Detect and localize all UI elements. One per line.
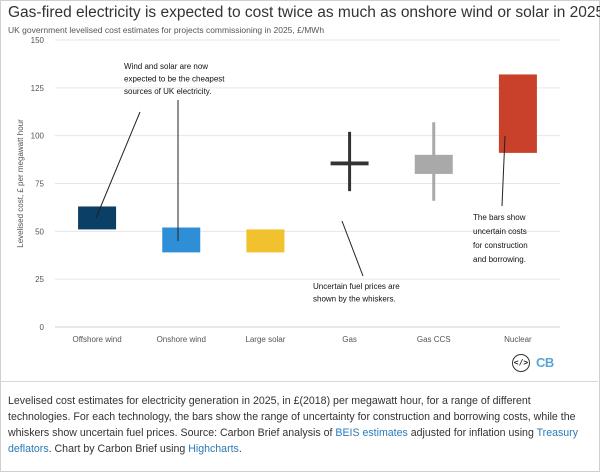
annotation-bars: uncertain costs	[473, 227, 527, 236]
beis-estimates-link[interactable]: BEIS estimates	[335, 427, 408, 439]
treasury-deflators-link[interactable]: Treasury deflators	[8, 427, 578, 455]
y-tick-label: 150	[31, 36, 45, 45]
annotation-wind-solar: Wind and solar are now	[124, 62, 208, 71]
y-tick-label: 125	[31, 84, 45, 93]
range-bar	[78, 206, 117, 230]
caption-text-2: adjusted for inflation using	[407, 427, 537, 439]
chart-subtitle: UK government levelised cost estimates f…	[8, 25, 325, 35]
x-tick-label: Offshore wind	[72, 335, 121, 344]
range-bar	[246, 229, 285, 253]
x-tick-label: Onshore wind	[157, 335, 206, 344]
code-icon: </>	[512, 354, 530, 372]
range-bar	[330, 161, 369, 166]
range-bar	[162, 227, 201, 253]
annotation-line	[501, 135, 506, 207]
range-bar	[414, 154, 453, 174]
y-tick-label: 100	[31, 132, 45, 141]
caption: Levelised cost estimates for electricity…	[8, 393, 593, 457]
y-tick-label: 75	[35, 180, 44, 189]
chart-plot: 0 25 50 75 100 125 150 Levelised cost, £ per me…	[16, 36, 560, 344]
annotation-fuel-prices: Uncertain fuel prices are	[313, 282, 400, 291]
caption-text-3: . Chart by Carbon Brief using	[48, 443, 189, 455]
caption-divider	[0, 381, 598, 382]
annotation-line	[95, 111, 141, 219]
carbon-brief-logo: </> CB	[512, 354, 560, 372]
annotation-bars: The bars show	[473, 213, 526, 222]
caption-text-4: .	[238, 443, 242, 455]
annotation-line	[341, 220, 364, 277]
caption-text-1: Levelised cost estimates for electricity…	[8, 395, 576, 439]
chart-title: Gas-fired electricity is expected to cos…	[8, 4, 600, 21]
x-tick-label: Gas	[342, 335, 357, 344]
annotation-fuel-prices: shown by the whiskers.	[313, 295, 396, 304]
cb-logo-text: CB	[536, 355, 554, 370]
y-tick-label: 0	[40, 323, 45, 332]
annotation-wind-solar: expected to be the cheapest	[124, 75, 225, 84]
annotation-bars: for construction	[473, 241, 528, 250]
annotation-bars: and borrowing.	[473, 255, 526, 264]
y-tick-label: 25	[35, 275, 44, 284]
y-axis-label: Levelised cost, £ per megawatt hour	[16, 119, 25, 248]
annotation-wind-solar: sources of UK electricity.	[124, 87, 211, 96]
x-tick-label: Large solar	[245, 335, 285, 344]
y-tick-label: 50	[35, 227, 44, 236]
x-tick-label: Nuclear	[504, 335, 532, 344]
highcharts-link[interactable]: Highcharts	[188, 443, 239, 455]
x-tick-label: Gas CCS	[417, 335, 451, 344]
